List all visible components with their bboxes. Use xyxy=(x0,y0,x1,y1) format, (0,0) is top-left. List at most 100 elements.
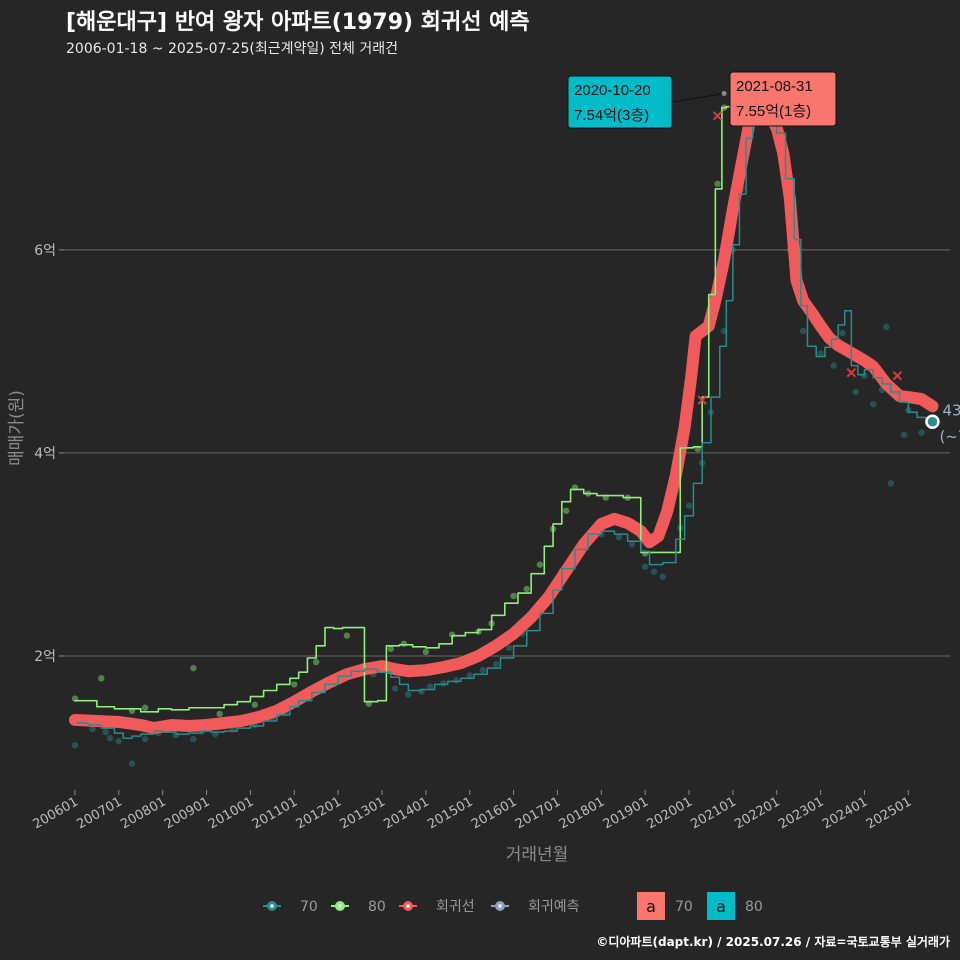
x-tick-label-13: 201901 xyxy=(601,794,651,832)
x-tick-label-16: 202201 xyxy=(732,794,782,832)
end-value-label: 43,070 xyxy=(942,402,960,420)
x-tick-label-3: 200901 xyxy=(162,794,212,832)
legend-label-3: 회귀예측 xyxy=(528,899,580,915)
x-tick-label-6: 201201 xyxy=(294,794,344,832)
trade-marker-3 xyxy=(892,371,903,381)
scatter-point-70-44 xyxy=(685,502,693,509)
scatter-point-80-9 xyxy=(343,632,351,639)
x-tick-label-10: 201601 xyxy=(469,794,519,832)
x-tick-label-19: 202501 xyxy=(864,794,914,832)
scatter-point-80-19 xyxy=(536,561,544,568)
scatter-point-70-30 xyxy=(505,644,513,652)
x-tick-label-8: 201401 xyxy=(381,794,431,832)
y-tick-label-2: 6억 xyxy=(34,243,56,259)
scatter-point-70-1 xyxy=(89,725,96,733)
legend-swatch-5 xyxy=(707,892,735,920)
annotation-layer: 43,070 (~70㎡) 2020-10-20 7.54억(3층) 2021-08-3… xyxy=(567,71,960,446)
legend-key-center-3 xyxy=(498,904,502,908)
series-line-80 xyxy=(74,105,732,713)
y-axis-title: 매매가(원) xyxy=(7,390,27,466)
y-tick-label-0: 2억 xyxy=(34,649,56,665)
x-tick-label-18: 202401 xyxy=(820,794,870,832)
scatter-point-70-64 xyxy=(918,429,925,436)
series-line-70 xyxy=(76,103,934,739)
line-layer xyxy=(68,91,939,739)
legend-label-0: 70 xyxy=(300,899,318,915)
legend-swatch-text-5: a xyxy=(716,897,726,916)
scatter-point-70-42 xyxy=(659,573,666,580)
scatter-point-70-22 xyxy=(405,691,412,698)
callout-box-0 xyxy=(567,75,673,129)
trade-marker-0 xyxy=(712,111,723,121)
x-tick-label-15: 202101 xyxy=(688,794,738,832)
x-tick-label-11: 201701 xyxy=(513,794,563,832)
source-caption: ©디아파트(dapt.kr) / 2025.07.26 / 자료=국토교통부 실… xyxy=(596,935,950,949)
scatter-point-70-38 xyxy=(615,533,623,541)
legend-swatch-4 xyxy=(637,892,665,920)
scatter-point-80-12 xyxy=(400,640,408,647)
trade-marker-4 xyxy=(697,395,707,405)
x-tick-label-5: 201101 xyxy=(250,794,300,832)
scatter-point-80-13 xyxy=(422,648,430,656)
chart-title: [해운대구] 반여 왕자 아파트(1979) 회귀선 예측 xyxy=(66,10,530,35)
scatter-point-70-62 xyxy=(900,431,908,438)
callout-point-0 xyxy=(721,90,727,96)
scatter-point-70-56 xyxy=(852,388,859,396)
scatter-point-70-52 xyxy=(799,327,807,335)
scatter-point-80-6 xyxy=(251,701,258,708)
chart-subtitle: 2006-01-18 ~ 2025-07-25(최근계약일) 전체 거래건 xyxy=(66,41,398,57)
scatter-point-70-25 xyxy=(440,680,447,687)
callout-date-0: 2020-10-20 xyxy=(574,82,651,99)
callout-label-0: 7.54억(3층) xyxy=(574,107,649,124)
scatter-point-80-5 xyxy=(216,710,223,718)
legend-label-5: 80 xyxy=(745,899,763,915)
scatter-point-80-18 xyxy=(523,585,530,593)
scatter-point-80-4 xyxy=(190,664,197,672)
scatter-point-80-7 xyxy=(291,681,298,688)
scatter-point-70-21 xyxy=(391,685,399,692)
scatter-point-70-5 xyxy=(128,760,136,767)
scatter-point-70-61 xyxy=(887,480,894,487)
legend-label-2: 회귀선 xyxy=(436,899,475,915)
scatter-point-70-2 xyxy=(102,728,109,736)
callout-box-1 xyxy=(729,71,837,127)
scatter-point-70-0 xyxy=(71,742,79,749)
scatter-point-70-60 xyxy=(883,323,890,331)
scatter-point-70-40 xyxy=(641,563,649,570)
scatter-point-80-17 xyxy=(510,592,517,600)
x-tick-label-7: 201301 xyxy=(338,794,388,832)
end-area-label: (~70㎡) xyxy=(939,428,960,446)
series-line-회귀선 xyxy=(68,91,939,735)
scatter-point-70-58 xyxy=(870,400,877,408)
scatter-point-70-29 xyxy=(492,660,500,668)
scatter-point-70-6 xyxy=(141,736,149,743)
scatter-point-80-30 xyxy=(714,180,721,188)
scatter-point-80-8 xyxy=(313,658,320,666)
x-tick-label-12: 201801 xyxy=(557,794,607,832)
scatter-point-70-41 xyxy=(650,568,658,575)
scatter-point-80-3 xyxy=(141,704,149,711)
x-tick-label-17: 202301 xyxy=(776,794,826,832)
scatter-point-70-24 xyxy=(427,683,434,690)
y-tick-label-1: 4억 xyxy=(34,446,56,462)
scatter-point-80-21 xyxy=(563,507,570,514)
scatter-point-70-9 xyxy=(190,736,197,743)
x-axis-title: 거래년월 xyxy=(506,845,569,865)
scatter-point-70-54 xyxy=(830,362,837,369)
legend-layer: 70 80 회귀선 회귀예측 a 70 a 80 xyxy=(263,892,763,920)
x-tick-label-0: 200601 xyxy=(30,794,80,832)
scatter-point-70-55 xyxy=(839,329,846,337)
x-tick-label-4: 201001 xyxy=(206,794,256,832)
scatter-point-80-1 xyxy=(98,675,105,682)
axis-layer: 2억 4억 6억 2006012007012008012009012010012011… xyxy=(7,243,914,865)
end-point-marker xyxy=(925,414,940,429)
x-tick-label-14: 202001 xyxy=(645,794,695,832)
legend-label-4: 70 xyxy=(675,899,693,915)
scatter-point-70-53 xyxy=(817,350,824,357)
scatter-point-70-27 xyxy=(466,672,473,679)
scatter-layer xyxy=(71,104,934,767)
scatter-point-70-4 xyxy=(115,738,123,745)
scatter-point-70-26 xyxy=(453,677,460,684)
x-tick-label-1: 200701 xyxy=(74,794,124,832)
